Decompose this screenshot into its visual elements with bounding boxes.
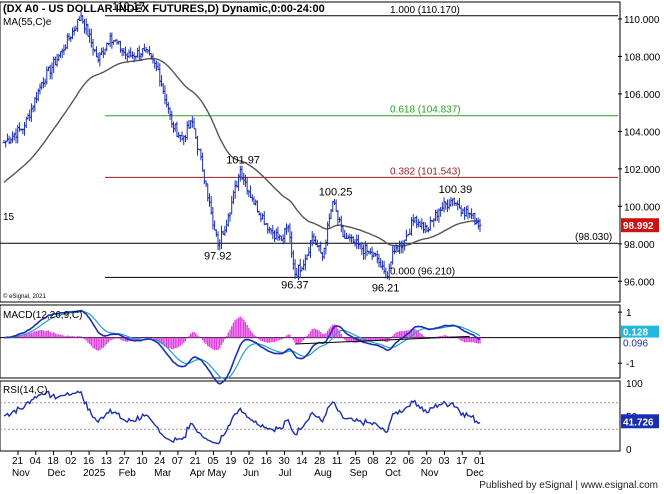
fib-label-3: 0.000 (96.210) <box>390 266 455 277</box>
price-annotation: 96.21 <box>372 282 400 294</box>
current-price-label: 98.992 <box>623 221 654 232</box>
rsi-label: RSI(14,C) <box>3 385 47 396</box>
date-tick-label: 16 <box>83 456 95 467</box>
date-tick-label: 21 <box>12 456 24 467</box>
month-label: Nov <box>12 468 30 479</box>
date-tick-label: 27 <box>119 456 131 467</box>
date-tick-label: 13 <box>101 456 113 467</box>
month-label: Feb <box>119 468 137 479</box>
price-tick-label: 110.000 <box>624 15 660 26</box>
month-label: Aug <box>314 468 332 479</box>
month-label: Jul <box>279 468 292 479</box>
date-tick-label: 21 <box>190 456 202 467</box>
date-tick-label: 02 <box>65 456 77 467</box>
rsi-line <box>3 390 481 445</box>
date-tick-label: 24 <box>154 456 166 467</box>
date-tick-label: 25 <box>350 456 362 467</box>
ma-legend: MA(55,C)e <box>3 17 52 28</box>
date-tick-label: 01 <box>474 456 486 467</box>
date-tick-label: 30 <box>279 456 291 467</box>
date-tick-label: 06 <box>403 456 415 467</box>
month-label: Jun <box>243 468 259 479</box>
month-label: Sep <box>350 468 368 479</box>
macd-value-label-2: 0.096 <box>623 339 648 350</box>
month-label: Oct <box>385 468 401 479</box>
footer: Published by eSignal | www.esignal.com <box>0 478 664 494</box>
macd-signal-tag <box>621 325 659 338</box>
price-annotation: 97.92 <box>204 250 232 262</box>
chart-title: (DX A0 - US DOLLAR INDEX FUTURES,D) Dyna… <box>3 3 325 15</box>
rsi-value-tag <box>621 414 659 429</box>
macd-tick-label: 1 <box>626 308 632 319</box>
date-tick-label: 28 <box>314 456 326 467</box>
date-tick-label: 10 <box>136 456 148 467</box>
price-annotation: 100.39 <box>439 184 473 196</box>
date-tick-label: 08 <box>367 456 379 467</box>
side-number: 15 <box>3 212 15 223</box>
price-panel <box>0 1 621 303</box>
price-tick-label: 96.000 <box>624 277 655 288</box>
date-tick-label: 05 <box>207 456 219 467</box>
price-tick-label: 106.000 <box>624 90 661 101</box>
month-label: Nov <box>421 468 439 479</box>
price-annotation: 101.97 <box>226 154 260 166</box>
published-by: Published by eSignal | www.esignal.com <box>479 480 658 491</box>
current-price-tag <box>621 218 659 233</box>
price-annotation: 110.17 <box>112 1 145 13</box>
price-tick-label: 108.000 <box>624 52 661 63</box>
rsi-panel <box>0 380 621 452</box>
date-tick-label: 11 <box>332 456 343 467</box>
macd-label: MACD(12,26,9,C) <box>3 310 82 321</box>
date-tick-label: 22 <box>385 456 397 467</box>
rsi-tick-label: 0 <box>626 445 632 456</box>
macd-value-label: 0.128 <box>623 328 648 339</box>
month-label: Dec <box>466 468 484 479</box>
macd-panel <box>0 304 621 379</box>
rsi-tick-label: 100 <box>626 379 643 390</box>
date-tick-label: 03 <box>438 456 450 467</box>
date-tick-label: 16 <box>261 456 273 467</box>
price-tick-label: 100.000 <box>624 202 661 213</box>
macd-value-tag <box>621 337 659 349</box>
date-tick-label: 19 <box>225 456 237 467</box>
macd-tick-label: -1 <box>626 359 635 370</box>
date-tick-label: 18 <box>48 456 60 467</box>
month-label: Apr <box>190 468 206 479</box>
price-tick-label: 102.000 <box>624 165 661 176</box>
date-tick-label: 04 <box>30 456 42 467</box>
date-tick-label: 02 <box>243 456 255 467</box>
date-tick-label: 17 <box>456 456 468 467</box>
fib-label-1: 0.618 (104.837) <box>390 105 461 116</box>
support-label: (98.030) <box>575 232 612 243</box>
month-label: May <box>207 468 226 479</box>
month-label: Mar <box>154 468 172 479</box>
date-tick-label: 20 <box>421 456 433 467</box>
copyright: © eSignal, 2021 <box>3 293 46 300</box>
macd-trendline <box>295 335 470 345</box>
month-label: 2025 <box>83 468 106 479</box>
fib-label-0: 1.000 (110.170) <box>390 5 460 16</box>
price-tick-label: 104.000 <box>624 127 661 138</box>
price-annotation: 96.37 <box>281 279 309 291</box>
fib-label-2: 0.382 (101.543) <box>390 166 461 177</box>
date-tick-label: 07 <box>172 456 184 467</box>
date-tick-label: 14 <box>296 456 308 467</box>
ma55-line <box>3 57 481 247</box>
price-annotation: 100.25 <box>319 187 353 199</box>
price-tick-label: 98.000 <box>624 240 655 251</box>
month-label: Dec <box>48 468 66 479</box>
rsi-value-label: 41.726 <box>623 417 654 428</box>
